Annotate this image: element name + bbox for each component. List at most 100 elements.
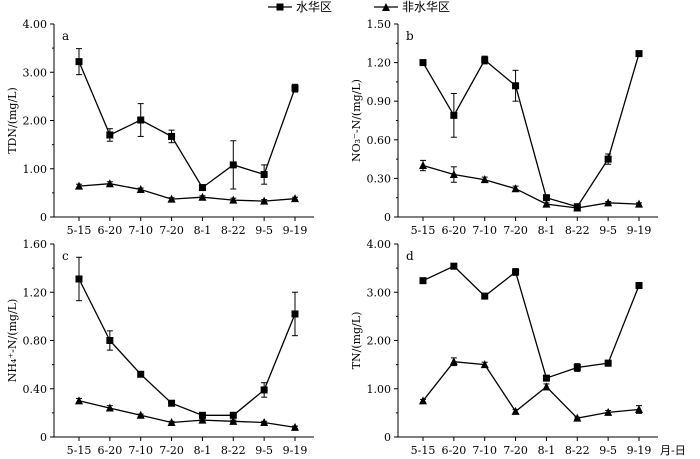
data-point-triangle [635,404,643,413]
y-tick-label: 0.80 [23,335,48,348]
y-tick-label: 4.00 [23,18,48,31]
data-point-triangle [260,196,269,205]
series-line [422,53,640,208]
y-tick-label: 3.00 [367,286,392,299]
y-axis-title: NH₄⁺-N/(mg/L) [6,299,19,383]
y-tick-label: 1.50 [367,18,392,31]
data-point-square [450,262,458,270]
data-point-triangle [75,181,83,190]
data-point-triangle [511,406,520,415]
panel-letter: d [406,249,414,263]
data-point-square [75,58,83,66]
y-tick-label: 1.00 [23,163,48,176]
data-point-triangle [291,422,299,431]
data-point-triangle [480,360,489,369]
y-tick-label: 1.20 [23,286,48,299]
data-point-square [291,310,299,318]
y-tick-label: 0 [384,211,391,224]
x-tick-label: 7-20 [159,224,184,237]
x-tick-label: 5-15 [67,444,92,457]
x-tick-label: 7-10 [472,224,497,237]
series-line [422,361,640,419]
series-bloom [419,262,643,382]
y-tick-label: 0 [40,431,47,444]
x-tick-label: 7-10 [472,444,497,457]
x-tick-label: 9-19 [283,444,308,457]
data-point-square [168,399,176,407]
series-nonbloom [419,357,643,422]
data-point-square [137,370,145,378]
data-point-triangle [105,179,114,188]
series-line [78,61,296,189]
series-bloom [75,48,299,192]
series-nonbloom [75,179,299,205]
panel-letter: b [406,29,414,43]
data-point-square [604,359,612,367]
data-point-triangle [449,170,458,179]
x-tick-label: 5-15 [411,444,436,457]
panel-c: 0 0.40 0.80 1.20 1.60 5-15 6-20 7-10 7-20 8-1 8-22… [6,238,314,457]
data-point-square [542,194,550,202]
data-point-triangle [419,396,427,405]
data-point-triangle [260,418,269,427]
data-point-triangle [480,175,489,184]
y-axis-title: TN/(mg/L) [350,312,363,370]
y-tick-label: 0.60 [367,134,392,147]
y-tick-label: 0.40 [23,383,48,396]
x-tick-label: 7-10 [128,444,153,457]
legend-marker-square [276,3,284,11]
data-point-square [260,386,268,394]
panel-letter: a [62,29,69,43]
x-tick-label: 9-19 [283,224,308,237]
data-point-square [168,132,176,140]
data-point-square [229,411,237,419]
x-axis-title: 月-日 [660,444,686,457]
data-point-triangle [511,184,520,193]
x-tick-label: 9-5 [599,444,617,457]
x-tick-label: 8-22 [565,444,590,457]
data-point-triangle [604,407,613,416]
data-point-triangle [167,418,176,427]
legend: 水华区 非水华区 [268,0,450,14]
x-tick-label: 6-20 [97,224,122,237]
legend-label-nonbloom: 非水华区 [402,0,450,14]
data-point-triangle [419,161,427,170]
data-point-square [106,337,114,344]
y-axis-title: TDN/(mg/L) [6,87,19,154]
data-point-triangle [229,416,238,425]
legend-marker-triangle [382,3,390,11]
data-point-triangle [198,415,207,424]
data-point-square [198,184,206,192]
data-point-triangle [136,410,145,419]
data-point-triangle [573,413,582,422]
series-nonbloom [419,159,643,212]
x-tick-label: 5-15 [67,224,92,237]
panel-letter: c [62,249,69,263]
y-tick-label: 1.20 [367,57,392,70]
data-point-triangle [604,198,613,207]
series-line [422,265,640,379]
x-tick-label: 8-1 [194,444,212,457]
x-tick-label: 6-20 [441,444,466,457]
data-point-square [75,275,83,283]
data-point-square [419,59,427,67]
data-point-triangle [105,403,114,412]
x-tick-label: 9-19 [627,444,652,457]
panel-d: 0 1.00 2.00 3.00 4.00 5-15 6-20 7-10 7-20 8-1 8-22… [350,238,686,457]
y-tick-label: 0 [40,211,47,224]
data-point-triangle [229,195,238,204]
data-point-triangle [635,199,643,208]
panels: 0 1.00 2.00 3.00 4.00 5-15 6-20 7-10 7-20 8-1 8-22… [6,18,686,457]
panel-a: 0 1.00 2.00 3.00 4.00 5-15 6-20 7-10 7-20 8-1 8-22… [6,18,314,237]
data-point-triangle [167,194,176,203]
data-point-square [512,268,520,276]
legend-label-bloom: 水华区 [296,0,332,14]
x-tick-label: 6-20 [97,444,122,457]
series-bloom [75,256,299,419]
y-tick-label: 1.00 [367,383,392,396]
data-point-square [106,131,114,139]
data-point-triangle [198,192,207,201]
x-tick-label: 9-5 [599,224,617,237]
x-tick-label: 8-1 [194,224,212,237]
data-point-triangle [542,199,551,208]
